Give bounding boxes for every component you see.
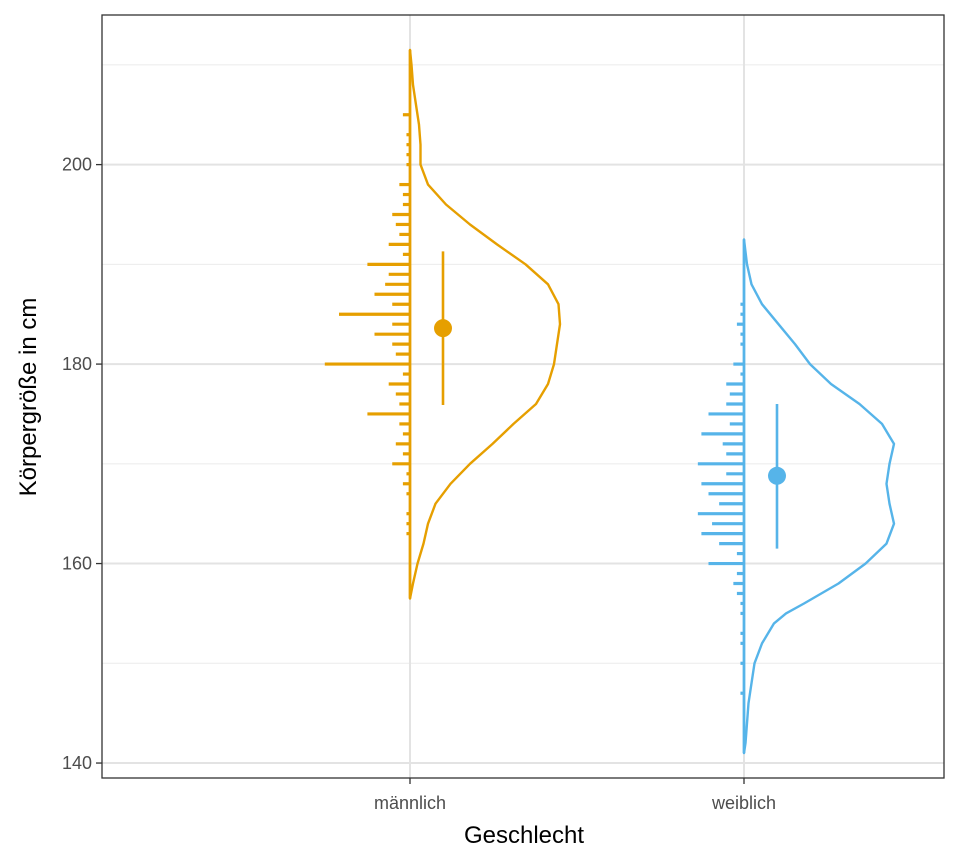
axes: 140 160 180 200 männlich weiblich [62,155,776,813]
density-curve [742,238,896,755]
series-weiblich [697,238,896,755]
x-tick-label: weiblich [711,793,776,813]
y-tick-label: 200 [62,155,92,175]
y-tick-label: 140 [62,753,92,773]
y-axis-title: Körpergröße in cm [15,298,42,497]
y-tick-label: 160 [62,554,92,574]
y-tick-label: 180 [62,354,92,374]
mean-point [768,466,786,485]
grid-lines [102,15,944,778]
plot-panel-border [101,14,945,779]
mean-point [434,319,452,338]
x-axis-title: Geschlecht [464,822,584,849]
series-männlich [324,48,562,600]
density-curve [408,48,562,600]
x-tick-label: männlich [374,793,446,813]
chart-marks [324,48,896,755]
plot-panel-background [102,15,944,778]
